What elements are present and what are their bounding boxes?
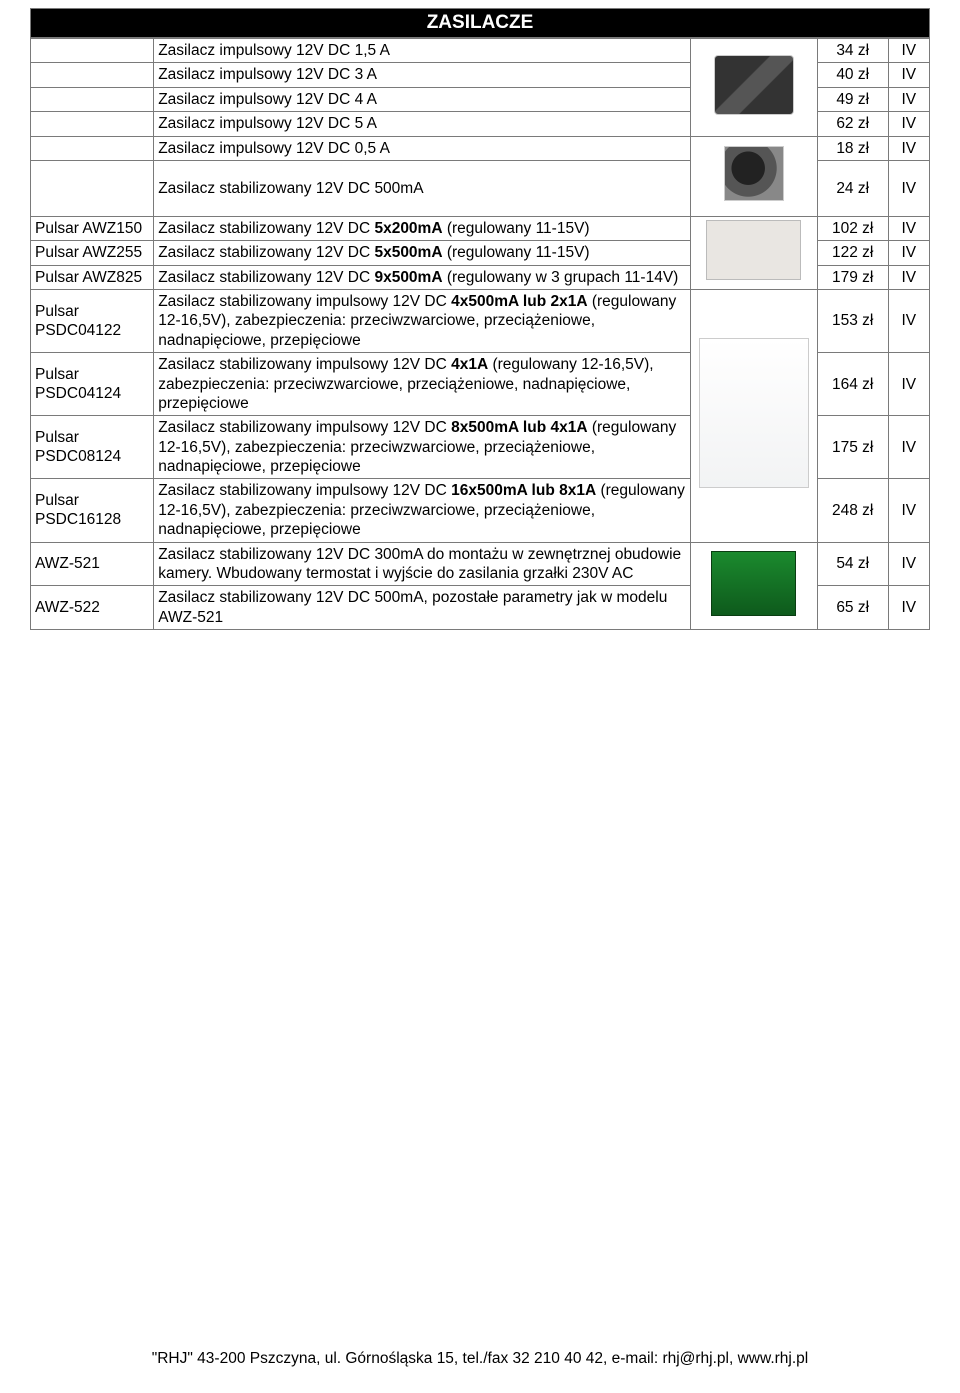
desc-pre: Zasilacz stabilizowany impulsowy 12V DC (158, 293, 451, 310)
cell-price: 24 zł (817, 160, 888, 216)
cell-desc: Zasilacz stabilizowany 12V DC 5x200mA (r… (154, 216, 690, 240)
products-table: Zasilacz impulsowy 12V DC 1,5 A 34 zł IV… (30, 38, 930, 630)
cell-code: Pulsar AWZ255 (31, 241, 154, 265)
desc-pre: Zasilacz stabilizowany 12V DC (158, 269, 374, 286)
cell-code: Pulsar AWZ150 (31, 216, 154, 240)
cell-image (690, 290, 817, 543)
desc-post: (regulowany 11-15V) (443, 220, 590, 237)
cell-group: IV (888, 112, 929, 136)
product-image-icon (724, 146, 784, 201)
cell-group: IV (888, 216, 929, 240)
cell-price: 34 zł (817, 39, 888, 63)
cell-code: Pulsar AWZ825 (31, 265, 154, 289)
cell-code (31, 39, 154, 63)
desc-post: (regulowany 11-15V) (443, 244, 590, 261)
desc-bold: 16x500mA lub 8x1A (451, 482, 596, 499)
cell-desc: Zasilacz stabilizowany impulsowy 12V DC … (154, 416, 690, 479)
cell-price: 164 zł (817, 353, 888, 416)
cell-group: IV (888, 416, 929, 479)
table-row: AWZ-521 Zasilacz stabilizowany 12V DC 30… (31, 542, 930, 586)
cell-group: IV (888, 63, 929, 87)
cell-price: 175 zł (817, 416, 888, 479)
product-image-icon (706, 220, 801, 280)
cell-code (31, 112, 154, 136)
cell-price: 65 zł (817, 586, 888, 630)
cell-group: IV (888, 542, 929, 586)
cell-price: 18 zł (817, 136, 888, 160)
cell-desc: Zasilacz impulsowy 12V DC 1,5 A (154, 39, 690, 63)
cell-desc: Zasilacz impulsowy 12V DC 0,5 A (154, 136, 690, 160)
product-image-icon (699, 338, 809, 488)
cell-image (690, 39, 817, 137)
cell-code (31, 160, 154, 216)
cell-group: IV (888, 39, 929, 63)
desc-bold: 9x500mA (374, 269, 442, 286)
cell-code: AWZ-521 (31, 542, 154, 586)
section-header: ZASILACZE (30, 8, 930, 38)
desc-pre: Zasilacz stabilizowany impulsowy 12V DC (158, 482, 451, 499)
table-row: Pulsar AWZ150 Zasilacz stabilizowany 12V… (31, 216, 930, 240)
cell-desc: Zasilacz impulsowy 12V DC 3 A (154, 63, 690, 87)
cell-code: Pulsar PSDC08124 (31, 416, 154, 479)
desc-bold: 4x1A (451, 356, 488, 373)
cell-price: 248 zł (817, 479, 888, 542)
cell-group: IV (888, 241, 929, 265)
cell-desc: Zasilacz impulsowy 12V DC 4 A (154, 87, 690, 111)
cell-group: IV (888, 586, 929, 630)
cell-image (690, 136, 817, 216)
cell-desc: Zasilacz stabilizowany impulsowy 12V DC … (154, 290, 690, 353)
cell-group: IV (888, 160, 929, 216)
cell-desc: Zasilacz stabilizowany 12V DC 5x500mA (r… (154, 241, 690, 265)
cell-price: 62 zł (817, 112, 888, 136)
cell-image (690, 542, 817, 630)
cell-group: IV (888, 265, 929, 289)
cell-desc: Zasilacz stabilizowany 12V DC 300mA do m… (154, 542, 690, 586)
desc-bold: 5x500mA (374, 244, 442, 261)
cell-group: IV (888, 136, 929, 160)
cell-group: IV (888, 290, 929, 353)
cell-group: IV (888, 87, 929, 111)
cell-price: 102 zł (817, 216, 888, 240)
cell-desc: Zasilacz impulsowy 12V DC 5 A (154, 112, 690, 136)
cell-group: IV (888, 353, 929, 416)
desc-pre: Zasilacz stabilizowany 12V DC (158, 220, 374, 237)
desc-pre: Zasilacz stabilizowany impulsowy 12V DC (158, 356, 451, 373)
cell-price: 40 zł (817, 63, 888, 87)
table-row: Zasilacz impulsowy 12V DC 0,5 A 18 zł IV (31, 136, 930, 160)
table-row: Pulsar PSDC04122 Zasilacz stabilizowany … (31, 290, 930, 353)
page-footer: "RHJ" 43-200 Pszczyna, ul. Górnośląska 1… (0, 1350, 960, 1368)
cell-price: 54 zł (817, 542, 888, 586)
cell-price: 49 zł (817, 87, 888, 111)
desc-bold: 8x500mA lub 4x1A (451, 419, 587, 436)
desc-bold: 5x200mA (374, 220, 442, 237)
cell-desc: Zasilacz stabilizowany 12V DC 9x500mA (r… (154, 265, 690, 289)
cell-desc: Zasilacz stabilizowany impulsowy 12V DC … (154, 353, 690, 416)
cell-price: 153 zł (817, 290, 888, 353)
cell-desc: Zasilacz stabilizowany 12V DC 500mA, poz… (154, 586, 690, 630)
cell-price: 122 zł (817, 241, 888, 265)
desc-post: (regulowany w 3 grupach 11-14V) (443, 269, 679, 286)
cell-code: Pulsar PSDC04122 (31, 290, 154, 353)
product-image-icon (714, 55, 794, 115)
cell-image (690, 216, 817, 289)
cell-desc: Zasilacz stabilizowany 12V DC 500mA (154, 160, 690, 216)
cell-price: 179 zł (817, 265, 888, 289)
cell-group: IV (888, 479, 929, 542)
cell-code: Pulsar PSDC16128 (31, 479, 154, 542)
desc-pre: Zasilacz stabilizowany impulsowy 12V DC (158, 419, 451, 436)
product-image-icon (711, 551, 796, 616)
cell-code: AWZ-522 (31, 586, 154, 630)
desc-pre: Zasilacz stabilizowany 12V DC (158, 244, 374, 261)
cell-code (31, 63, 154, 87)
desc-bold: 4x500mA lub 2x1A (451, 293, 587, 310)
table-row: Zasilacz impulsowy 12V DC 1,5 A 34 zł IV (31, 39, 930, 63)
cell-code: Pulsar PSDC04124 (31, 353, 154, 416)
cell-code (31, 136, 154, 160)
cell-desc: Zasilacz stabilizowany impulsowy 12V DC … (154, 479, 690, 542)
cell-code (31, 87, 154, 111)
